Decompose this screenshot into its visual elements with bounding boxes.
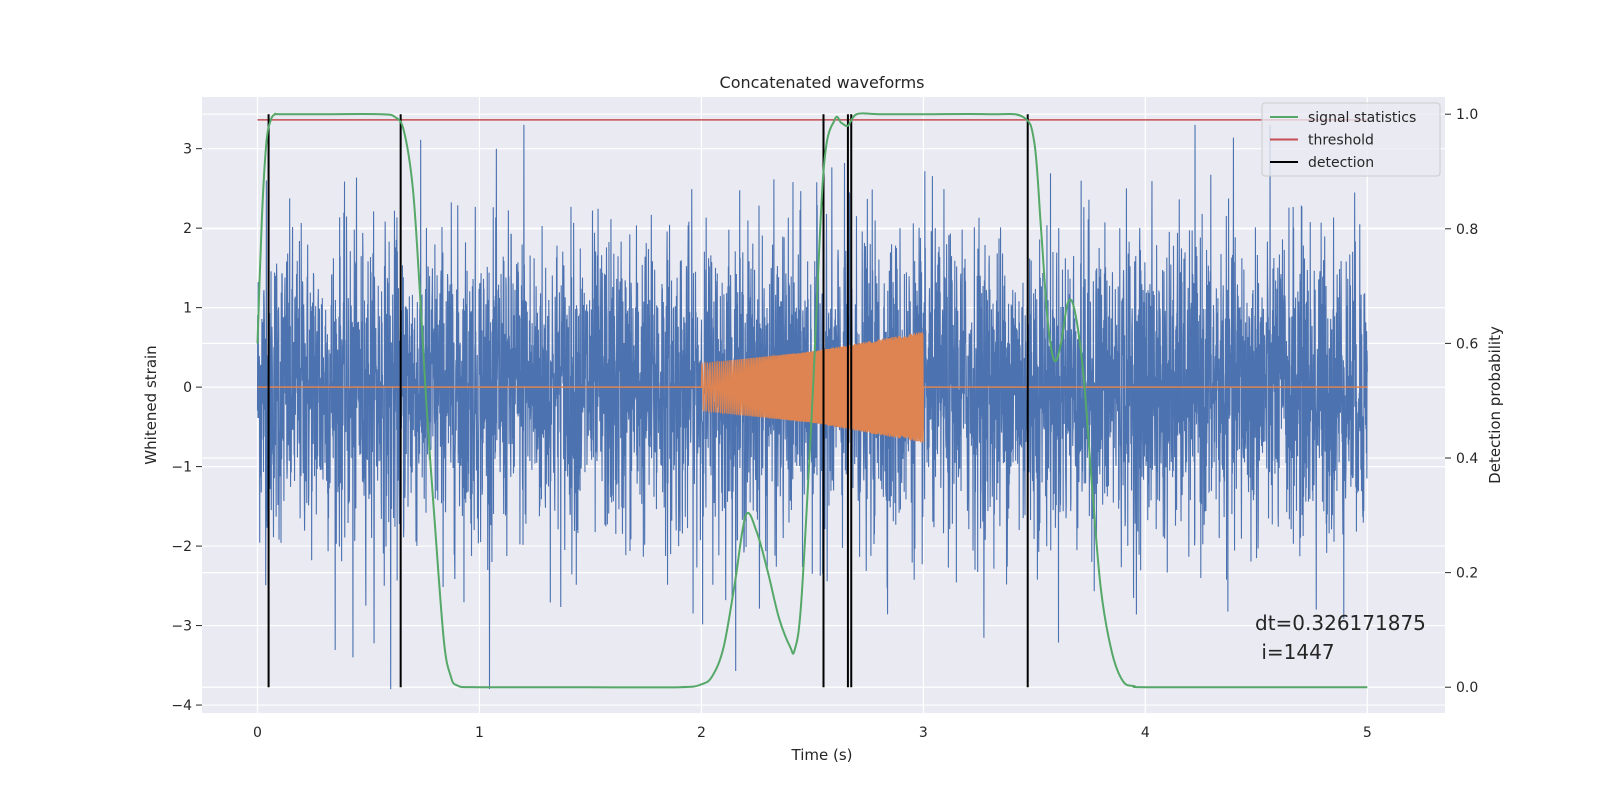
x-axis-label: Time (s) <box>791 746 853 764</box>
y-tick-label: 1 <box>183 301 192 317</box>
y-tick-label: −4 <box>171 698 192 714</box>
chart-title: Concatenated waveforms <box>720 73 925 92</box>
y-tick-label: −1 <box>171 460 192 476</box>
y-tick-label: 3 <box>183 142 192 158</box>
x-tick-label: 2 <box>697 725 706 741</box>
y2-axis-label: Detection probability <box>1486 326 1504 484</box>
strain-series <box>256 124 1368 690</box>
x-tick-label: 5 <box>1363 725 1372 741</box>
legend-item-threshold-label: threshold <box>1308 133 1374 149</box>
annotation-dt: dt=0.326171875 <box>1255 611 1426 635</box>
x-tick-label: 4 <box>1141 725 1150 741</box>
x-tick-label: 3 <box>919 725 928 741</box>
y2-tick-label: 0.0 <box>1456 680 1478 696</box>
y-axis-label: Whitened strain <box>142 345 160 464</box>
x-tick-label: 0 <box>253 725 262 741</box>
legend-item-detection-label: detection <box>1308 155 1374 171</box>
legend-item-signal-statistics-label: signal statistics <box>1308 110 1416 126</box>
y2-tick-label: 0.2 <box>1456 566 1478 582</box>
annotation-index: i=1447 <box>1255 640 1335 664</box>
y-tick-label: −3 <box>171 619 192 635</box>
legend-box <box>1261 102 1441 177</box>
y-tick-label: −2 <box>171 539 192 555</box>
y2-tick-label: 0.6 <box>1456 336 1478 352</box>
y-tick-label: 2 <box>183 221 192 237</box>
y-tick-label: 0 <box>183 380 192 396</box>
y2-tick-label: 1.0 <box>1456 107 1478 123</box>
y2-tick-label: 0.4 <box>1456 451 1478 467</box>
y2-tick-label: 0.8 <box>1456 222 1478 238</box>
signal-statistics-series <box>256 112 1368 689</box>
x-tick-label: 1 <box>475 725 484 741</box>
